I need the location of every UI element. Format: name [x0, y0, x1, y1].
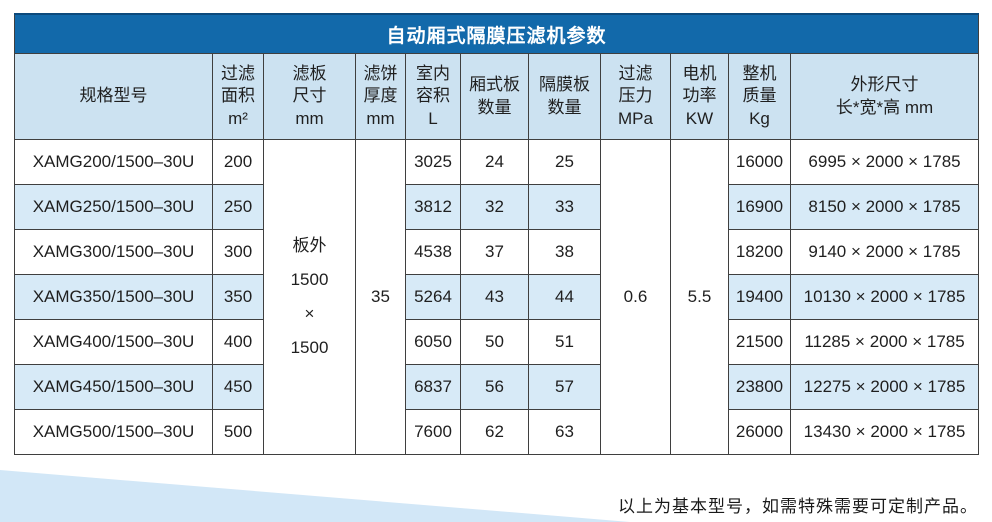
cell-chamber-plates: 24: [460, 139, 529, 185]
cell-diaphragm-plates: 63: [528, 409, 601, 455]
table-row: XAMG350/1500–30U 350 5264 43 44 19400 10130 × …: [14, 274, 980, 320]
cell-diaphragm-plates: 38: [528, 229, 601, 275]
cell-inner-volume: 3812: [405, 184, 461, 230]
header-plate-size: 滤板 尺寸 mm: [263, 53, 356, 140]
header-cake-thickness: 滤饼 厚度 mm: [355, 53, 406, 140]
cell-chamber-plates: 50: [460, 319, 529, 365]
cell-diaphragm-plates: 25: [528, 139, 601, 185]
table-row: XAMG450/1500–30U 450 6837 56 57 23800 12275 × …: [14, 364, 980, 410]
cell-diaphragm-plates: 57: [528, 364, 601, 410]
cell-chamber-plates: 32: [460, 184, 529, 230]
cell-machine-weight: 26000: [728, 409, 791, 455]
header-motor-power: 电机 功率 KW: [670, 53, 729, 140]
cell-filter-area: 350: [212, 274, 264, 320]
cell-filter-pressure: 0.6: [600, 139, 671, 455]
spec-table: 自动厢式隔膜压滤机参数 规格型号 过滤 面积 m² 滤板 尺寸 mm 滤饼 厚度…: [13, 13, 980, 455]
cell-diaphragm-plates: 51: [528, 319, 601, 365]
cell-chamber-plates: 37: [460, 229, 529, 275]
table-title: 自动厢式隔膜压滤机参数: [13, 13, 980, 54]
table-header-row: 规格型号 过滤 面积 m² 滤板 尺寸 mm 滤饼 厚度 mm 室内 容积 L …: [14, 53, 980, 140]
cell-model: XAMG350/1500–30U: [14, 274, 213, 320]
cell-dimensions: 6995 × 2000 × 1785: [789, 139, 980, 185]
table-row: XAMG200/1500–30U 200 板外 1500 × 1500 35 3025 2…: [14, 139, 980, 455]
cell-diaphragm-plates: 33: [528, 184, 601, 230]
cell-machine-weight: 16000: [728, 139, 791, 185]
header-model: 规格型号: [14, 53, 213, 140]
cell-motor-power: 5.5: [670, 139, 729, 455]
cell-dimensions: 13430 × 2000 × 1785: [789, 409, 980, 455]
cell-dimensions: 12275 × 2000 × 1785: [789, 364, 980, 410]
table-row: XAMG500/1500–30U 500 7600 62 63 26000 13430 × …: [14, 409, 980, 455]
cell-filter-area: 500: [212, 409, 264, 455]
cell-dimensions: 10130 × 2000 × 1785: [789, 274, 980, 320]
cell-dimensions: 9140 × 2000 × 1785: [789, 229, 980, 275]
cell-cake-thickness: 35: [355, 139, 406, 455]
cell-dimensions: 8150 × 2000 × 1785: [789, 184, 980, 230]
cell-chamber-plates: 56: [460, 364, 529, 410]
header-dimensions: 外形尺寸 长*宽*高 mm: [789, 53, 980, 140]
header-chamber-plates: 厢式板 数量: [460, 53, 529, 140]
header-diaphragm-plates: 隔膜板 数量: [528, 53, 601, 140]
cell-inner-volume: 7600: [405, 409, 461, 455]
cell-dimensions: 11285 × 2000 × 1785: [789, 319, 980, 365]
cell-inner-volume: 4538: [405, 229, 461, 275]
table-row: XAMG400/1500–30U 400 6050 50 51 21500 11285 × …: [14, 319, 980, 365]
cell-filter-area: 450: [212, 364, 264, 410]
cell-inner-volume: 3025: [405, 139, 461, 185]
cell-model: XAMG250/1500–30U: [14, 184, 213, 230]
table-row: XAMG250/1500–30U 250 3812 32 33 16900 8150 × 2…: [14, 184, 980, 230]
cell-inner-volume: 5264: [405, 274, 461, 320]
cell-filter-area: 250: [212, 184, 264, 230]
cell-filter-area: 400: [212, 319, 264, 365]
header-filter-pressure: 过滤 压力 MPa: [600, 53, 671, 140]
cell-model: XAMG450/1500–30U: [14, 364, 213, 410]
cell-diaphragm-plates: 44: [528, 274, 601, 320]
cell-plate-size: 板外 1500 × 1500: [263, 139, 356, 455]
header-machine-weight: 整机 质量 Kg: [728, 53, 791, 140]
decorative-wedge: [0, 470, 630, 522]
cell-machine-weight: 19400: [728, 274, 791, 320]
cell-filter-area: 200: [212, 139, 264, 185]
cell-model: XAMG400/1500–30U: [14, 319, 213, 365]
cell-chamber-plates: 62: [460, 409, 529, 455]
table-title-row: 自动厢式隔膜压滤机参数: [13, 13, 980, 54]
cell-filter-area: 300: [212, 229, 264, 275]
footer-note: 以上为基本型号，如需特殊需要可定制产品。: [618, 497, 978, 516]
cell-inner-volume: 6050: [405, 319, 461, 365]
cell-machine-weight: 16900: [728, 184, 791, 230]
header-inner-volume: 室内 容积 L: [405, 53, 461, 140]
cell-machine-weight: 23800: [728, 364, 791, 410]
cell-model: XAMG500/1500–30U: [14, 409, 213, 455]
table-body: XAMG200/1500–30U 200 板外 1500 × 1500 35 3025 2…: [14, 139, 980, 455]
header-filter-area: 过滤 面积 m²: [212, 53, 264, 140]
cell-chamber-plates: 43: [460, 274, 529, 320]
cell-model: XAMG300/1500–30U: [14, 229, 213, 275]
cell-model: XAMG200/1500–30U: [14, 139, 213, 185]
cell-inner-volume: 6837: [405, 364, 461, 410]
cell-machine-weight: 21500: [728, 319, 791, 365]
cell-machine-weight: 18200: [728, 229, 791, 275]
table-row: XAMG300/1500–30U 300 4538 37 38 18200 9140 × 2…: [14, 229, 980, 275]
